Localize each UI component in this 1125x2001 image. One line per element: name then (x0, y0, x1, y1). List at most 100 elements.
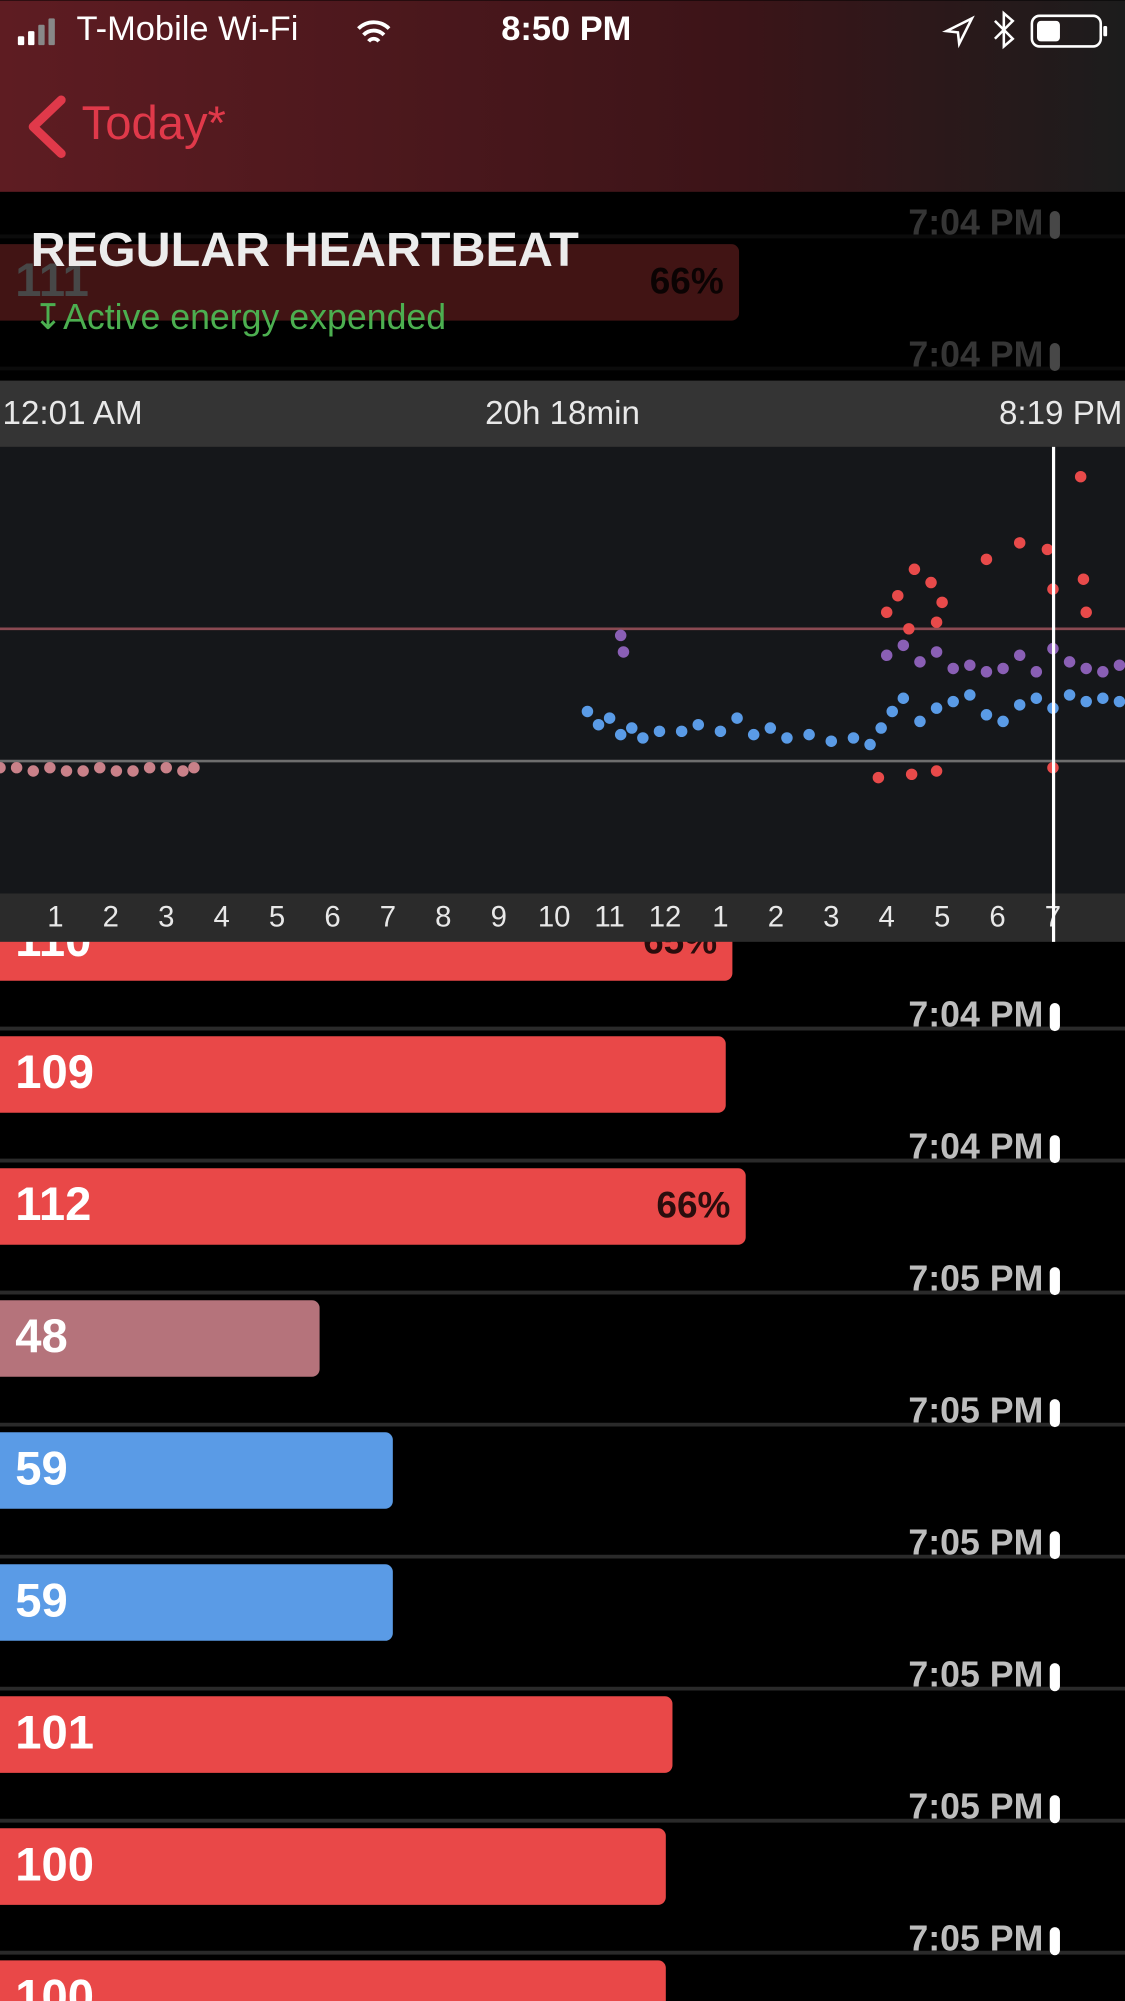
data-point (925, 576, 937, 589)
data-point (0, 761, 6, 774)
data-point (1013, 649, 1026, 662)
data-point (747, 728, 760, 741)
data-point (825, 735, 838, 747)
x-tick-label: 4 (214, 901, 230, 934)
axis-band (0, 893, 1125, 942)
data-point (880, 606, 893, 619)
data-point (10, 761, 23, 774)
data-point (143, 761, 156, 774)
data-point (77, 765, 89, 777)
wifi-icon (357, 20, 391, 43)
data-point (1077, 573, 1090, 585)
row-time-pill (1049, 1927, 1060, 1956)
data-point (94, 761, 106, 774)
header-title: REGULAR HEARTBEAT (31, 223, 580, 277)
row-bar (0, 1960, 666, 2001)
data-point (980, 553, 993, 566)
row-time-pill (1049, 1795, 1060, 1824)
x-tick-label: 6 (324, 901, 340, 934)
row-value: 100 (15, 1838, 94, 1891)
x-tick-label: 12 (649, 901, 682, 934)
x-tick-label: 7 (380, 901, 396, 934)
data-point (160, 761, 172, 774)
data-point (880, 649, 893, 662)
range-bar (0, 380, 1125, 447)
back-button[interactable]: Today* (82, 97, 226, 150)
data-point (1063, 656, 1076, 668)
row-bar (0, 1696, 673, 1773)
data-point (714, 725, 727, 738)
x-tick-label: 5 (934, 901, 950, 934)
x-tick-label: 1 (47, 901, 63, 934)
data-point (1030, 666, 1043, 678)
x-tick-label: 5 (269, 901, 285, 934)
row-bar (0, 1564, 393, 1641)
data-point (653, 725, 666, 738)
row-time: 7:05 PM (908, 1391, 1043, 1431)
data-point (1113, 695, 1125, 708)
data-point (764, 722, 777, 734)
data-point (914, 715, 926, 728)
x-tick-label: 6 (989, 901, 1005, 934)
data-point (930, 646, 943, 658)
data-point (617, 646, 630, 658)
range-duration: 20h 18min (485, 395, 640, 432)
data-point (675, 725, 688, 738)
chart (0, 470, 1125, 784)
data-point (964, 659, 976, 671)
data-point (905, 768, 918, 781)
data-point (897, 639, 910, 652)
range-end: 8:19 PM (999, 395, 1122, 432)
data-point (692, 718, 705, 731)
signal-icon (17, 18, 55, 46)
data-point (930, 765, 943, 777)
data-point (947, 695, 959, 708)
data-point (886, 705, 898, 718)
row-bar (0, 1036, 726, 1113)
header-overlay (0, 191, 1125, 381)
data-point (980, 709, 993, 721)
data-point (997, 715, 1009, 728)
row-time: 7:04 PM (908, 1127, 1043, 1167)
data-point (1097, 666, 1109, 678)
data-point (614, 629, 627, 642)
x-tick-label: 10 (538, 901, 571, 934)
data-point (110, 765, 123, 777)
x-tick-label: 3 (158, 901, 174, 934)
row-time-pill (1049, 1135, 1060, 1164)
row-time-pill (1049, 1663, 1060, 1692)
data-point (592, 718, 605, 731)
data-point (44, 761, 56, 774)
row-time: 7:05 PM (908, 1787, 1043, 1827)
x-tick-label: 11 (594, 901, 624, 934)
data-point (892, 589, 904, 602)
row-time: 7:05 PM (908, 1259, 1043, 1299)
data-point (947, 662, 959, 675)
data-point (930, 616, 943, 628)
data-point (188, 761, 200, 774)
row-value: 48 (15, 1310, 68, 1363)
x-tick-label: 8 (435, 901, 451, 934)
x-axis: 1234567891011121234567 (47, 901, 1061, 934)
row-time: 7:05 PM (908, 1919, 1043, 1959)
data-point (930, 702, 943, 714)
data-point (847, 732, 860, 744)
data-point (781, 732, 793, 744)
data-point (997, 662, 1009, 675)
data-point (1013, 699, 1026, 711)
data-point (964, 689, 976, 701)
row-time: 7:05 PM (908, 1523, 1043, 1563)
data-point (614, 728, 627, 741)
data-point (1041, 543, 1054, 556)
data-point (864, 738, 876, 751)
data-point (980, 666, 993, 678)
data-point (603, 712, 616, 724)
battery-icon (1030, 14, 1108, 48)
bluetooth-icon (993, 10, 1015, 50)
row-bar (0, 1300, 320, 1377)
data-point (581, 705, 594, 718)
back-chevron[interactable] (28, 95, 66, 159)
row-time-pill (1049, 1399, 1060, 1428)
row-value: 109 (15, 1046, 94, 1099)
